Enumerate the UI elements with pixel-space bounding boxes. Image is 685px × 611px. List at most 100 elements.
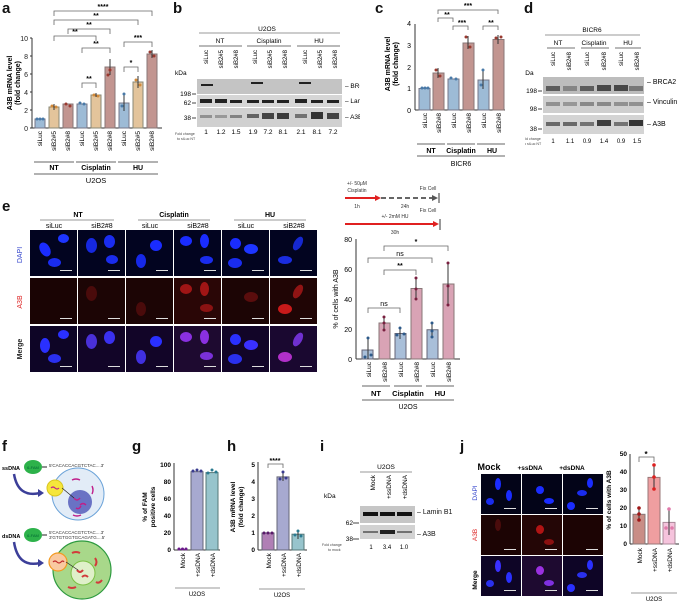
image-a3b-nt-siluc bbox=[30, 278, 77, 324]
svg-text:siLuc: siLuc bbox=[46, 223, 63, 230]
panel-j-row-labels: DAPI A3B Merge bbox=[472, 485, 479, 590]
svg-text:siLuc: siLuc bbox=[619, 52, 625, 66]
svg-text:HU: HU bbox=[265, 212, 275, 219]
svg-text:30: 30 bbox=[620, 487, 628, 494]
svg-text:20: 20 bbox=[344, 327, 352, 334]
svg-text:0: 0 bbox=[623, 541, 627, 548]
svg-text:siB2#8: siB2#8 bbox=[234, 49, 240, 68]
svg-text:A3B mRNA level: A3B mRNA level bbox=[7, 56, 14, 111]
image-dapi-mock bbox=[481, 474, 521, 514]
svg-text:siLuc: siLuc bbox=[551, 52, 557, 66]
svg-text:20: 20 bbox=[164, 530, 172, 537]
svg-text:kDa: kDa bbox=[525, 70, 534, 77]
svg-text:Mock: Mock bbox=[637, 547, 644, 563]
panel-e-column-headers: NT Cisplatin HU siLuc siB2#8 siLuc siB2#… bbox=[40, 212, 306, 230]
svg-text:1: 1 bbox=[204, 129, 208, 136]
image-merge-mock bbox=[481, 556, 521, 596]
svg-text:ns: ns bbox=[396, 251, 404, 258]
svg-text:U2OS: U2OS bbox=[189, 592, 205, 598]
svg-text:1.5: 1.5 bbox=[633, 139, 642, 145]
svg-text:A3B mRNA level: A3B mRNA level bbox=[230, 481, 237, 532]
svg-text:siB2#8: siB2#8 bbox=[602, 51, 608, 70]
image-merge-hu-sib2 bbox=[270, 326, 317, 372]
svg-text:NT: NT bbox=[371, 389, 381, 398]
panel-b-label: b bbox=[173, 0, 183, 17]
svg-text:Mock: Mock bbox=[477, 462, 501, 472]
svg-text:siB2#5: siB2#5 bbox=[318, 49, 324, 68]
svg-text:– Lamin B1: – Lamin B1 bbox=[345, 98, 360, 105]
svg-text:****: **** bbox=[270, 458, 281, 465]
svg-text:Fold change: Fold change bbox=[322, 543, 342, 547]
image-dapi-hu-siluc bbox=[222, 230, 269, 276]
svg-text:siLuc: siLuc bbox=[366, 361, 373, 377]
svg-text:2.1: 2.1 bbox=[296, 129, 305, 136]
image-merge-nt-siluc bbox=[30, 326, 77, 372]
svg-text:siB2#8: siB2#8 bbox=[187, 223, 209, 230]
svg-text:50: 50 bbox=[620, 451, 628, 458]
svg-text:**: ** bbox=[93, 13, 99, 20]
image-a3b-nt-sib2 bbox=[78, 278, 125, 324]
svg-text:U2OS: U2OS bbox=[398, 404, 417, 411]
svg-text:**: ** bbox=[93, 41, 99, 48]
svg-text:24h: 24h bbox=[401, 204, 410, 210]
svg-text:siLuc: siLuc bbox=[585, 52, 591, 66]
image-a3b-cis-sib2 bbox=[174, 278, 221, 324]
svg-text:siB2#5: siB2#5 bbox=[135, 131, 142, 151]
svg-text:3'GTGTGGTGCAGATG....5': 3'GTGTGGTGCAGATG....5' bbox=[49, 535, 105, 540]
svg-text:2: 2 bbox=[407, 65, 411, 72]
svg-text:198: 198 bbox=[180, 91, 191, 98]
panel-f-schematic: ssDNA 6-FAM 5'CACACCACGTCTAC....3' dsDNA… bbox=[2, 460, 112, 600]
svg-text:siLuc: siLuc bbox=[422, 112, 429, 128]
svg-text:8.1: 8.1 bbox=[312, 129, 321, 136]
svg-text:Fold change: Fold change bbox=[525, 137, 541, 141]
svg-text:dsDNA: dsDNA bbox=[2, 534, 20, 540]
panel-a-label: a bbox=[2, 0, 11, 17]
svg-text:BICR6: BICR6 bbox=[451, 161, 472, 168]
svg-text:0: 0 bbox=[167, 547, 171, 554]
svg-text:siLuc: siLuc bbox=[142, 223, 159, 230]
svg-text:(fold change): (fold change) bbox=[15, 61, 22, 105]
svg-text:+ssDNA: +ssDNA bbox=[281, 552, 288, 577]
svg-text:+ssDNA: +ssDNA bbox=[195, 552, 202, 577]
panel-i-band-a3b: – A3B bbox=[417, 531, 436, 538]
image-a3b-hu-sib2 bbox=[270, 278, 317, 324]
svg-text:ssDNA: ssDNA bbox=[2, 466, 20, 472]
image-dapi-cis-sib2 bbox=[174, 230, 221, 276]
svg-text:siB2#8: siB2#8 bbox=[333, 49, 339, 68]
svg-text:1: 1 bbox=[551, 139, 555, 145]
svg-text:siB2#5: siB2#5 bbox=[219, 49, 225, 68]
svg-text:U2OS: U2OS bbox=[86, 176, 106, 185]
svg-text:U2OS: U2OS bbox=[274, 593, 290, 599]
panel-e-label: e bbox=[2, 198, 11, 215]
panel-h-label: h bbox=[227, 438, 237, 455]
svg-text:positive cells: positive cells bbox=[150, 486, 157, 527]
svg-text:siB2#8: siB2#8 bbox=[496, 113, 503, 133]
svg-text:A3B: A3B bbox=[472, 529, 479, 541]
svg-text:% of FAM: % of FAM bbox=[142, 492, 149, 521]
svg-text:+ssDNA: +ssDNA bbox=[517, 465, 542, 472]
svg-text:Cisplatin: Cisplatin bbox=[446, 148, 476, 155]
svg-text:0.9: 0.9 bbox=[583, 139, 592, 145]
svg-text:Merge: Merge bbox=[472, 570, 479, 590]
svg-text:Fold change: Fold change bbox=[175, 132, 195, 136]
image-a3b-ssdna bbox=[522, 515, 562, 555]
svg-text:(fold change): (fold change) bbox=[393, 42, 400, 86]
panel-d-western-blot: BICR6 NT Cisplatin HU siLuc siB2#8 siLuc… bbox=[525, 27, 677, 146]
svg-text:DAPI: DAPI bbox=[17, 247, 24, 263]
panel-i-band-lamin: – Lamin B1 bbox=[417, 509, 453, 516]
image-dapi-nt-sib2 bbox=[78, 230, 125, 276]
svg-text:siLuc: siLuc bbox=[451, 112, 458, 128]
svg-text:80: 80 bbox=[164, 479, 172, 486]
svg-text:+dsDNA: +dsDNA bbox=[210, 552, 217, 577]
svg-text:2: 2 bbox=[251, 513, 255, 520]
panel-e-row-labels: DAPI A3B Merge bbox=[17, 247, 24, 360]
svg-text:siB2#8: siB2#8 bbox=[91, 223, 113, 230]
svg-text:HU: HU bbox=[435, 389, 446, 398]
image-merge-hu-siluc bbox=[222, 326, 269, 372]
image-dapi-ssdna bbox=[522, 474, 562, 514]
svg-text:7.2: 7.2 bbox=[263, 129, 272, 136]
svg-text:NT: NT bbox=[49, 165, 59, 172]
svg-text:– A3B: – A3B bbox=[647, 121, 666, 128]
image-merge-ssdna bbox=[522, 556, 562, 596]
svg-text:**: ** bbox=[488, 20, 494, 27]
